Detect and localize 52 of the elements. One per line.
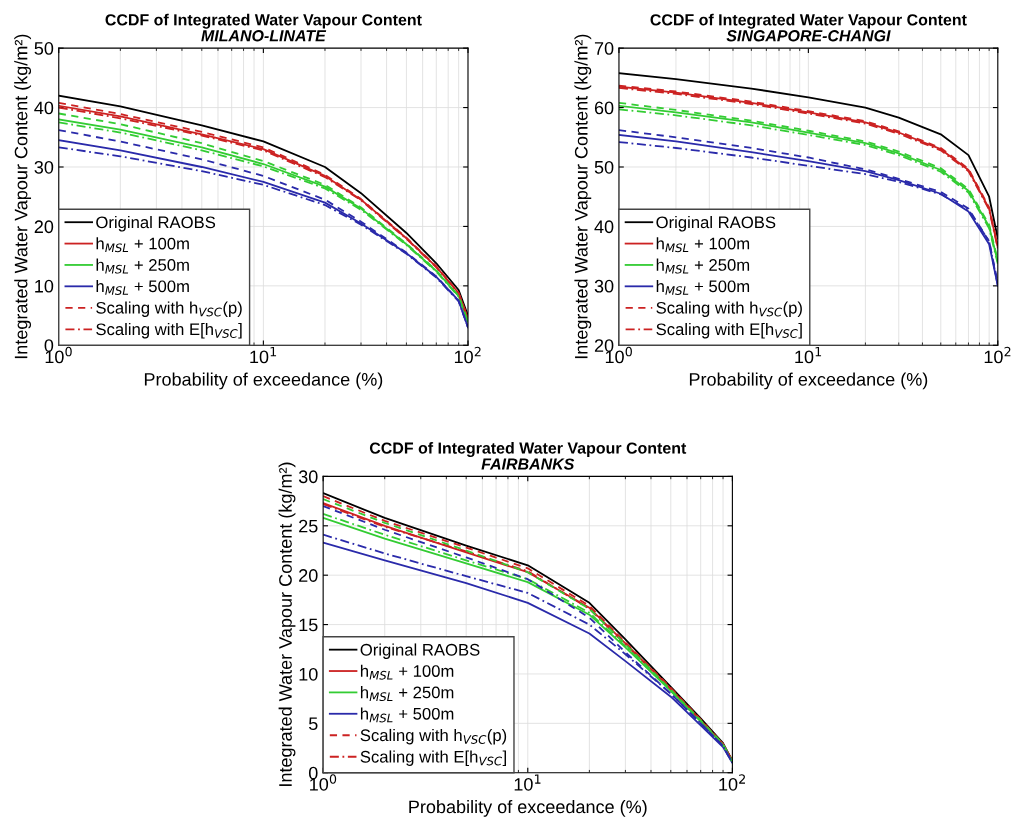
legend-label: Scaling with E[h$_{VSC}$]	[360, 750, 506, 766]
legend-label: Scaling with h$_{VSC}$(p)	[360, 728, 507, 745]
y-tick-label: 10	[299, 667, 318, 681]
chart-title: CCDF of Integrated Water Vapour Content	[650, 13, 967, 29]
legend-label: h$_{MSL}$ + 100m	[96, 237, 189, 253]
legend-label: Scaling with h$_{VSC}$(p)	[656, 301, 802, 317]
x-tick-label: 10$^{1}$	[250, 346, 277, 364]
chart-subtitle: FAIRBANKS	[481, 458, 575, 470]
x-tick-label: 10$^{2}$	[719, 774, 745, 791]
x-axis-title: Probability of exceedance (%)	[409, 799, 647, 817]
chart-subtitle: MILANO-LINATE	[201, 30, 327, 42]
y-tick-label: 20	[34, 220, 54, 234]
legend-label: h$_{MSL}$ + 500m	[360, 707, 454, 723]
legend-label: Original RAOBS	[96, 215, 216, 232]
y-tick-label: 5	[308, 717, 318, 731]
y-tick-label: 30	[298, 470, 318, 484]
legend-label: h$_{MSL}$ + 100m	[360, 664, 454, 680]
y-tick-label: 30	[594, 279, 614, 293]
y-axis-title: Integrated Water Vapour Content (kg/m²)	[278, 462, 296, 786]
x-axis-title: Probability of exceedance (%)	[689, 372, 928, 390]
y-tick-label: 30	[34, 160, 54, 174]
y-tick-label: 50	[34, 42, 54, 55]
y-tick-label: 60	[594, 101, 614, 115]
chart-title: CCDF of Integrated Water Vapour Content	[369, 442, 687, 457]
x-axis-title: Probability of exceedance (%)	[144, 372, 383, 390]
y-tick-label: 25	[299, 519, 318, 533]
legend-label: Scaling with E[h$_{VSC}$]	[656, 322, 802, 339]
chart-title: CCDF of Integrated Water Vapour Content	[105, 13, 422, 29]
y-tick-label: 40	[34, 101, 54, 115]
x-tick-label: 10$^{2}$	[454, 346, 481, 364]
y-tick-label: 15	[299, 618, 318, 632]
x-tick-label: 10$^{1}$	[514, 774, 541, 791]
legend-label: h$_{MSL}$ + 100m	[656, 237, 750, 253]
y-axis-title: Integrated Water Vapour Content (kg/m²)	[574, 34, 592, 359]
x-tick-label: 10$^{1}$	[795, 346, 822, 364]
chart-subtitle: SINGAPORE-CHANGI	[726, 30, 891, 42]
y-axis-title: Integrated Water Vapour Content (kg/m²)	[14, 34, 32, 359]
legend-label: Original RAOBS	[656, 215, 776, 232]
legend-label: Original RAOBS	[360, 643, 480, 659]
legend-label: h$_{MSL}$ + 500m	[656, 279, 750, 295]
x-tick-label: 10$^{2}$	[984, 346, 1011, 364]
y-tick-label: 10	[35, 279, 54, 293]
legend-label: Scaling with E[h$_{VSC}$]	[96, 322, 242, 339]
y-tick-label: 20	[299, 569, 318, 582]
legend-label: h$_{MSL}$ + 250m	[360, 686, 454, 702]
y-tick-label: 40	[594, 220, 614, 234]
legend-label: Scaling with h$_{VSC}$(p)	[96, 301, 242, 317]
y-tick-label: 70	[594, 42, 614, 55]
y-tick-label: 50	[594, 160, 614, 174]
legend-label: h$_{MSL}$ + 250m	[96, 258, 189, 274]
legend-label: h$_{MSL}$ + 250m	[656, 258, 750, 274]
legend-label: h$_{MSL}$ + 500m	[96, 279, 189, 295]
